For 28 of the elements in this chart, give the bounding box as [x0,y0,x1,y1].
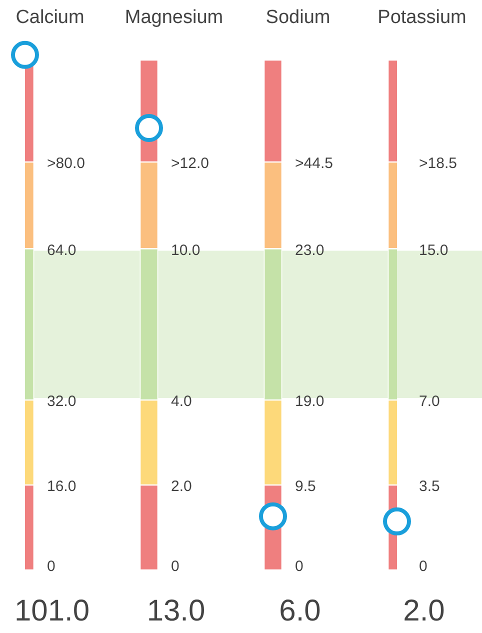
data-label: >12.0 [171,155,209,172]
data-label: 7.0 [419,393,440,410]
data-label: 32.0 [47,393,76,410]
data-label: 19.0 [295,393,324,410]
data-label: 15.0 [419,242,448,259]
data-label: 0 [419,558,428,576]
data-label: 10.0 [171,242,200,259]
data-label: 101.0 [14,594,90,628]
category-label: Magnesium [124,7,224,28]
data-label: 16.0 [47,478,76,496]
data-label: 2.0 [171,478,192,496]
data-label: 3.5 [419,478,440,496]
data-label: >44.5 [295,155,333,172]
data-label: 0 [295,558,304,576]
data-label: 13.0 [146,594,206,628]
data-label: >18.5 [419,155,457,172]
data-label: 0 [47,558,56,576]
data-label: 9.5 [295,478,316,496]
category-label: Sodium [266,7,330,28]
category-label: Calcium [16,7,84,28]
data-label: 23.0 [295,242,324,259]
data-label: 0 [171,558,180,576]
data-label: 4.0 [171,393,192,410]
data-label: 6.0 [279,594,321,628]
data-label: >80.0 [47,155,85,172]
data-label: 64.0 [47,242,76,259]
category-label: Potassium [378,7,466,28]
data-label: 2.0 [403,594,445,628]
